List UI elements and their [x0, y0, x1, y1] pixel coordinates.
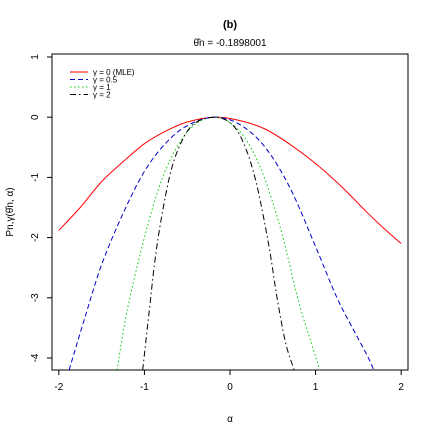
legend-label-4: γ = 2	[93, 91, 111, 100]
y-tick-label: -1	[30, 173, 41, 182]
legend-label-2: γ = 0.5	[93, 76, 118, 85]
legend-label-1: γ = 0 (MLE)	[93, 68, 135, 77]
series-line-3	[116, 116, 321, 370]
legend-label-3: γ = 1	[93, 83, 111, 92]
series-line-1	[58, 116, 402, 244]
series-line-4	[142, 116, 295, 370]
y-tick-label: -3	[30, 293, 41, 302]
y-tick-label: -2	[30, 233, 41, 242]
y-tick-label: 1	[30, 54, 41, 60]
plot-frame	[51, 53, 409, 371]
x-tick-label: -1	[140, 382, 149, 393]
series-line-2	[68, 116, 375, 370]
y-tick-label: 0	[30, 114, 41, 120]
legend: γ = 0 (MLE)γ = 0.5γ = 1γ = 2	[70, 68, 135, 100]
x-axis-label: α	[227, 414, 233, 425]
x-tick-label: 1	[313, 382, 319, 393]
x-axis: -2 -1 0 1 2	[54, 370, 404, 393]
y-axis: 1 0 -1 -2 -3 -4	[30, 54, 52, 362]
x-tick-label: 2	[398, 382, 404, 393]
x-tick-label: -2	[54, 382, 63, 393]
series-layer	[58, 116, 402, 370]
x-tick-label: 0	[227, 382, 233, 393]
chart-subtitle: θ̂n = -0.1898001	[193, 37, 267, 49]
chart-title: (b)	[223, 19, 237, 31]
y-axis-label: Pn,γ(θ̂n, α)	[4, 187, 16, 236]
y-tick-label: -4	[30, 353, 41, 362]
